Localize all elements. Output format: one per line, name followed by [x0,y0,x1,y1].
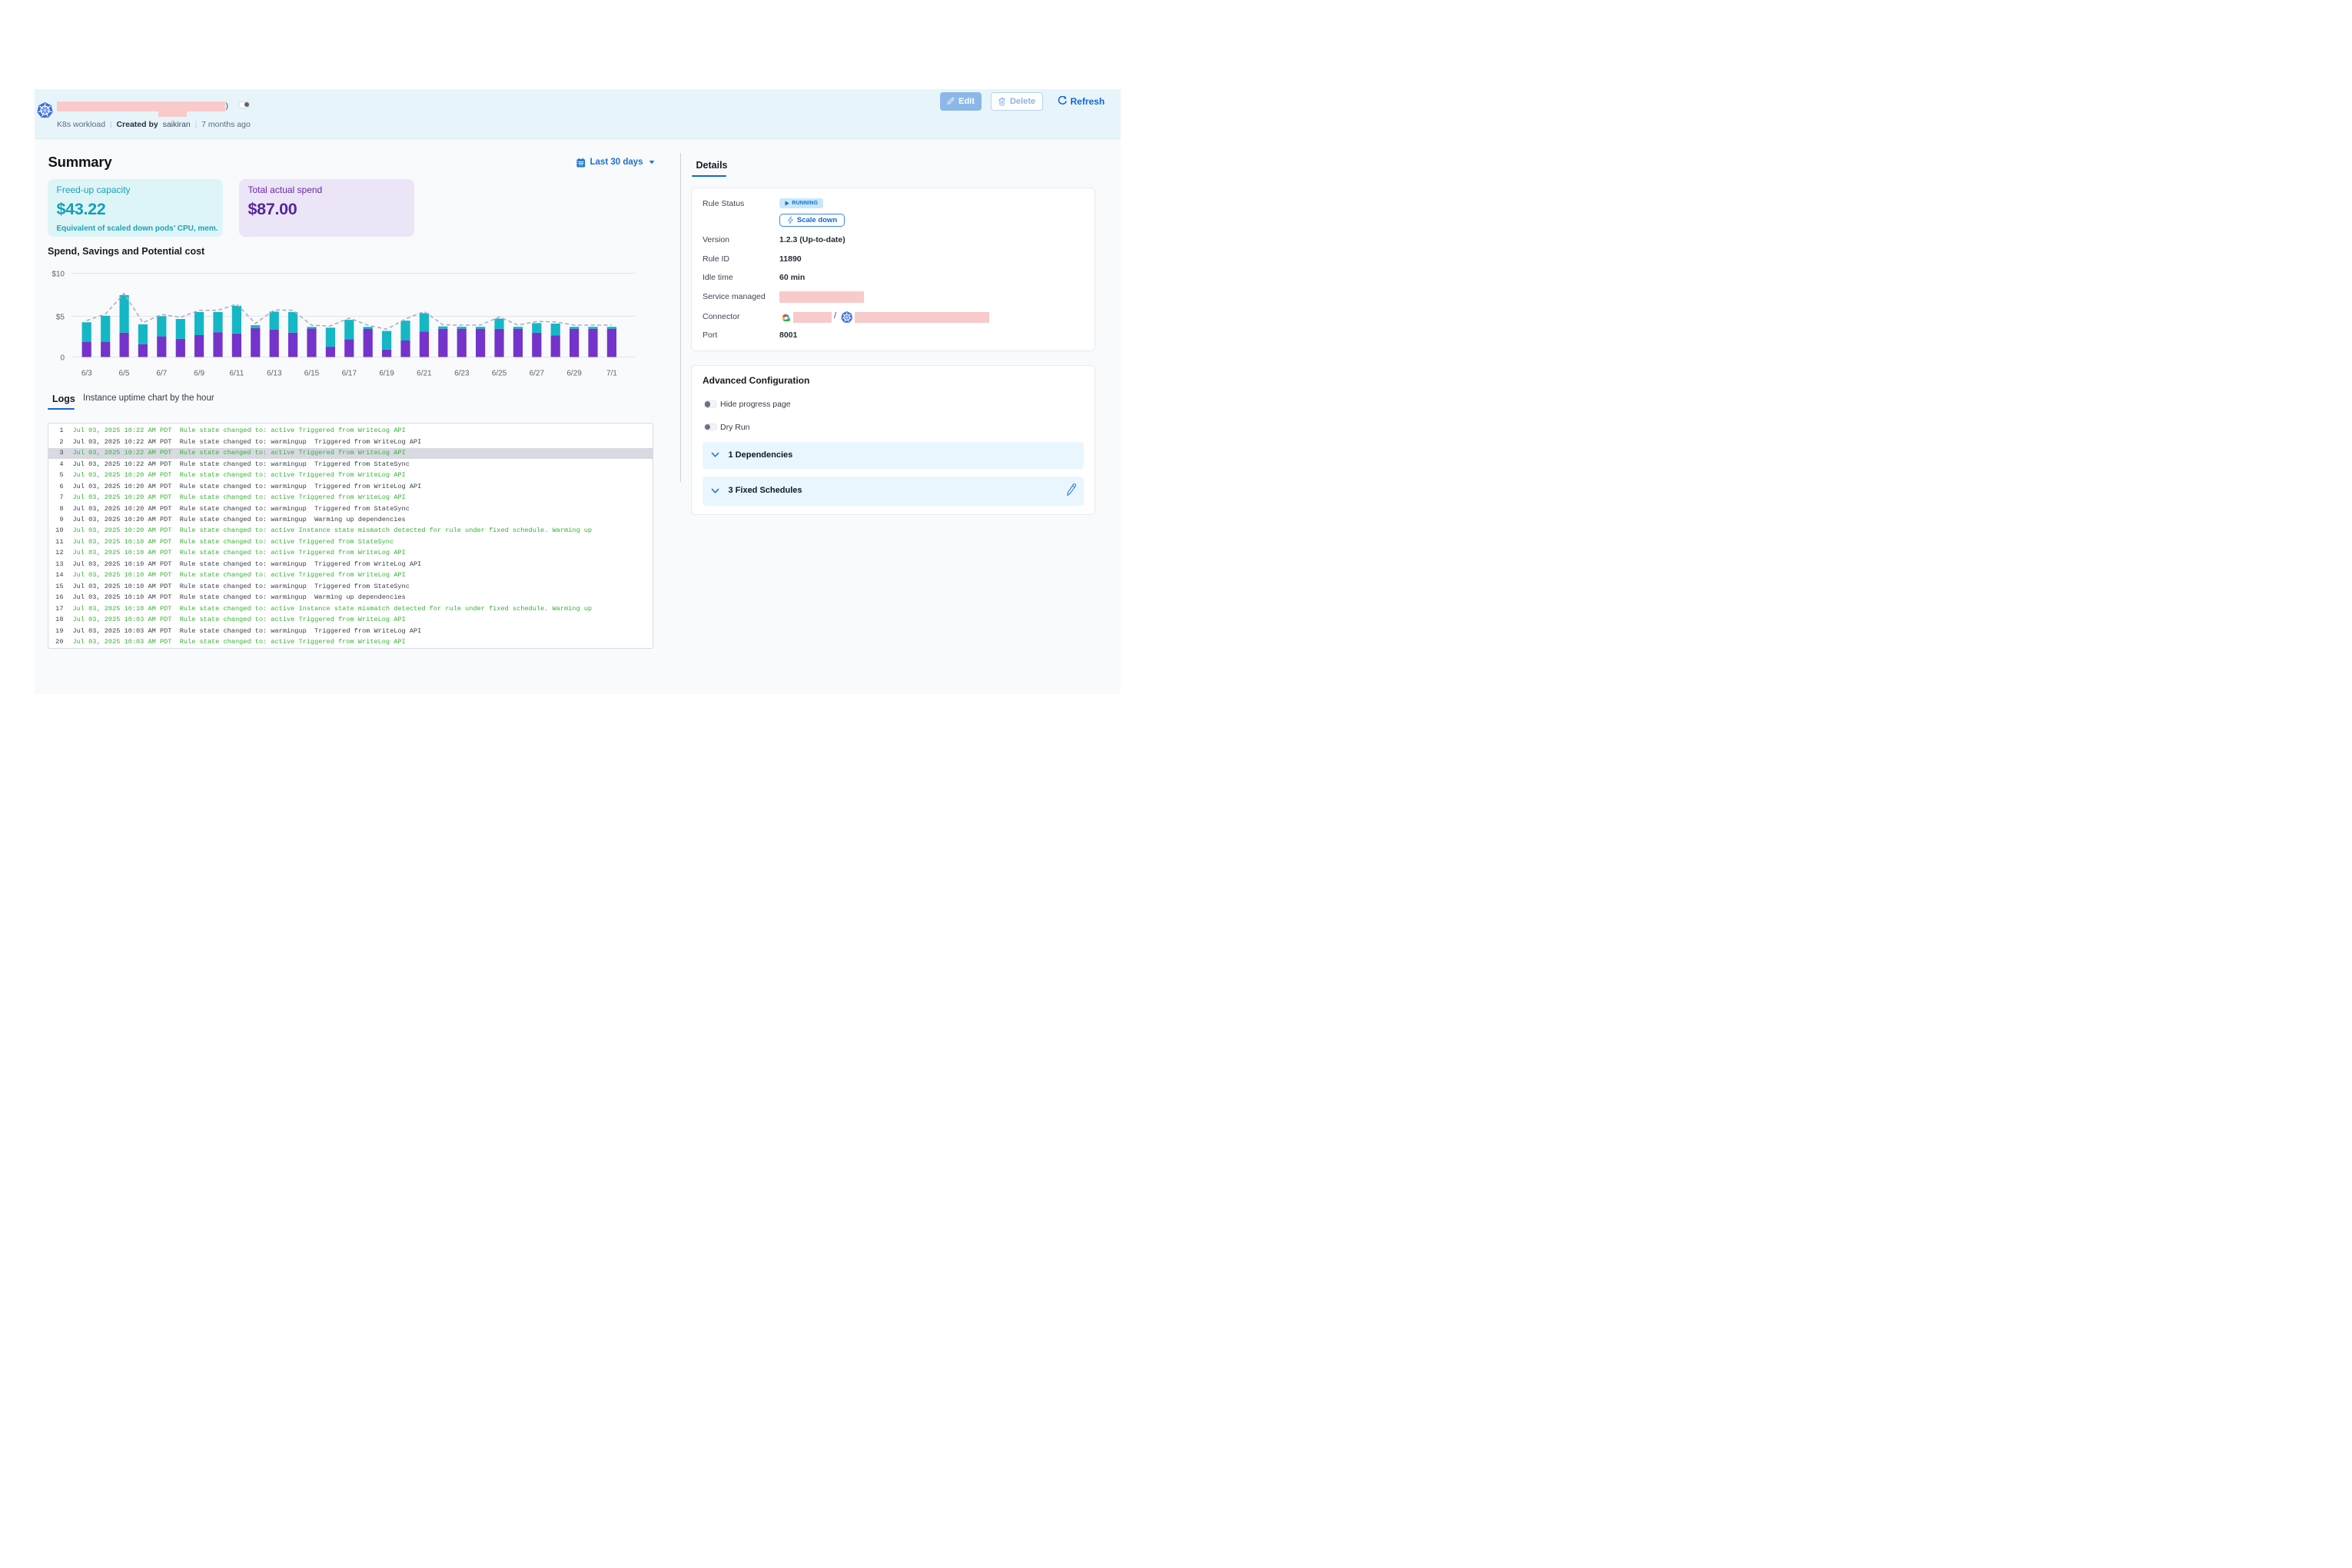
svg-text:6/5: 6/5 [119,370,130,378]
svg-text:6/29: 6/29 [566,370,582,378]
svg-text:6/9: 6/9 [194,370,204,378]
svg-text:7/1: 7/1 [606,370,617,378]
svg-text:6/19: 6/19 [379,370,394,378]
svg-text:6/25: 6/25 [492,370,507,378]
svg-text:6/11: 6/11 [230,370,244,378]
svg-text:6/3: 6/3 [81,370,92,378]
svg-text:6/15: 6/15 [304,370,320,378]
svg-text:0: 0 [60,354,65,363]
svg-text:6/13: 6/13 [267,370,282,378]
svg-text:$5: $5 [56,314,65,322]
svg-text:6/27: 6/27 [530,370,545,378]
svg-text:6/7: 6/7 [156,370,167,378]
svg-text:6/21: 6/21 [417,370,432,378]
svg-text:6/17: 6/17 [342,370,357,378]
svg-text:$10: $10 [51,271,65,279]
svg-text:6/23: 6/23 [454,370,470,378]
